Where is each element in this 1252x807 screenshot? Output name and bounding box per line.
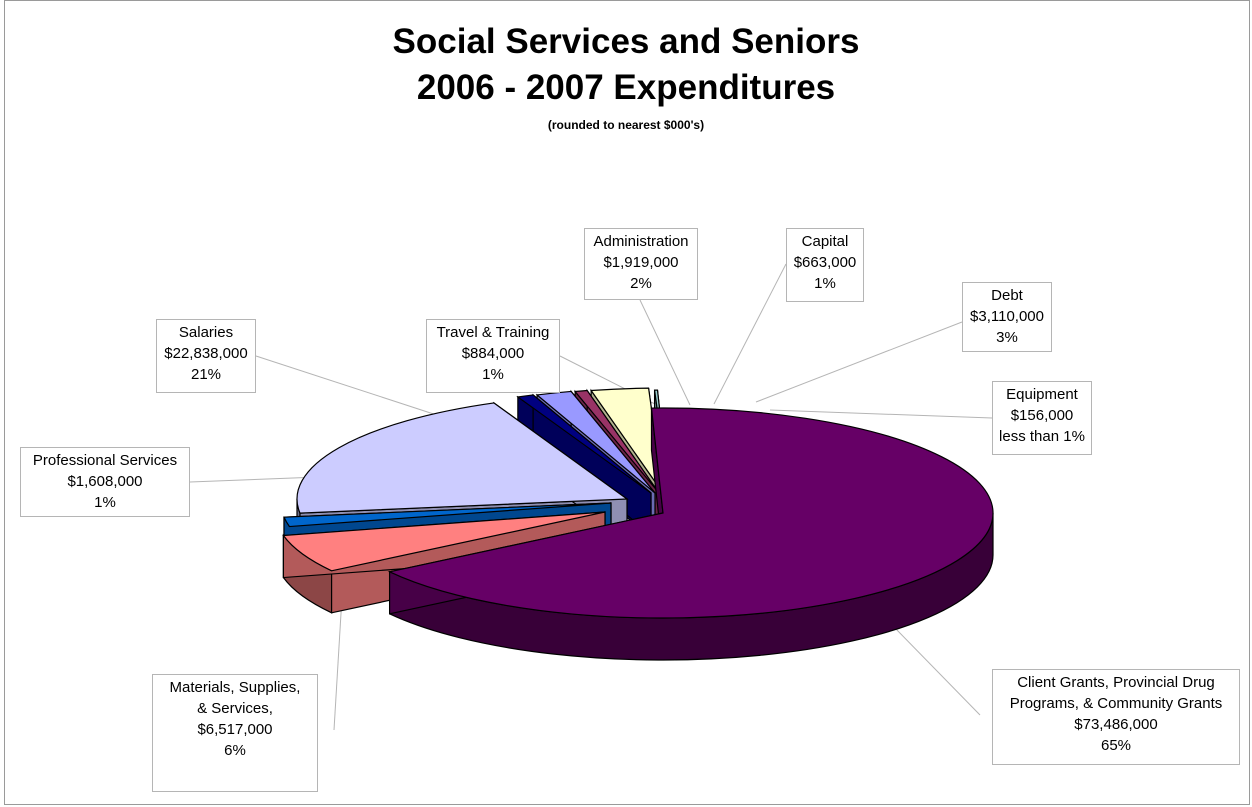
data-label-percent: 1% — [94, 494, 116, 511]
pie-slice-top-debt — [590, 387, 664, 494]
data-label-name: Debt — [991, 287, 1023, 304]
data-label-amount: $156,000 — [1010, 407, 1074, 424]
data-label-percent: 3% — [996, 329, 1018, 346]
data-label-percent: less than 1% — [999, 428, 1085, 445]
data-label-amount: $6,517,000 — [197, 721, 273, 738]
data-label-capital: Capital $663,000 1% — [786, 228, 864, 302]
data-label-amount: $663,000 — [793, 254, 857, 271]
data-label-amount: $3,110,000 — [970, 308, 1044, 325]
pie-slices — [282, 387, 994, 661]
data-label-materials: Materials, Supplies, & Services, $6,517,00… — [152, 674, 318, 792]
data-label-name: Professional Services — [32, 452, 178, 469]
leader-line-capital — [713, 263, 787, 405]
data-label-name: Travel & Training — [436, 324, 550, 341]
leader-line-equipment — [769, 409, 993, 419]
leader-line-administration — [639, 299, 691, 406]
data-label-percent: 1% — [814, 275, 836, 292]
data-label-name: Materials, Supplies, — [169, 679, 301, 696]
chart-subtitle: (rounded to nearest $000's) — [547, 118, 705, 132]
data-label-name: Administration — [593, 233, 689, 250]
data-label-amount: $1,608,000 — [67, 473, 143, 490]
data-label-name: Salaries — [178, 324, 234, 341]
leader-line-client — [894, 627, 981, 716]
data-label-name: & Services, — [197, 700, 273, 717]
data-label-debt: Debt $3,110,000 3% — [962, 282, 1052, 352]
data-label-name: Client Grants, Provincial Drug — [1017, 674, 1215, 691]
data-label-name: Capital — [801, 233, 849, 250]
data-label-percent: 65% — [1100, 737, 1132, 754]
data-label-client: Client Grants, Provincial Drug Programs, … — [992, 669, 1240, 765]
data-label-amount: $1,919,000 — [603, 254, 679, 271]
pie-slice-top-capital — [573, 389, 660, 494]
chart-frame — [4, 0, 1250, 805]
pie-slice-top-travel — [516, 394, 652, 494]
pie-slice-top-salaries — [296, 402, 629, 514]
leader-line-salaries — [255, 355, 456, 422]
data-label-amount: $73,486,000 — [1074, 716, 1158, 733]
data-label-percent: 1% — [482, 366, 504, 383]
data-label-administration: Administration $1,919,000 2% — [584, 228, 698, 300]
chart-title: Social Services and Seniors — [392, 22, 860, 61]
data-label-percent: 21% — [190, 366, 222, 383]
data-label-salaries: Salaries $22,838,000 21% — [156, 319, 256, 393]
data-label-travel: Travel & Training $884,000 1% — [426, 319, 560, 393]
data-label-amount: $22,838,000 — [164, 345, 248, 362]
data-label-name: Equipment — [1006, 386, 1078, 403]
pie-slice-client — [387, 407, 994, 661]
data-label-amount: $884,000 — [461, 345, 525, 362]
pie-slice-top-professional — [283, 502, 612, 528]
data-label-percent: 2% — [630, 275, 652, 292]
pie-slice-top-administration — [535, 390, 656, 494]
pie-slice-top-materials — [282, 511, 606, 572]
leader-line-debt — [755, 321, 963, 403]
data-label-name: Programs, & Community Grants — [1009, 695, 1223, 712]
chart-title-line-2: 2006 - 2007 Expenditures — [416, 68, 836, 107]
data-label-equipment: Equipment $156,000 less than 1% — [992, 381, 1092, 455]
data-label-professional: Professional Services $1,608,000 1% — [20, 447, 190, 517]
data-label-percent: 6% — [224, 742, 246, 759]
pie-slice-top-client — [387, 407, 994, 619]
